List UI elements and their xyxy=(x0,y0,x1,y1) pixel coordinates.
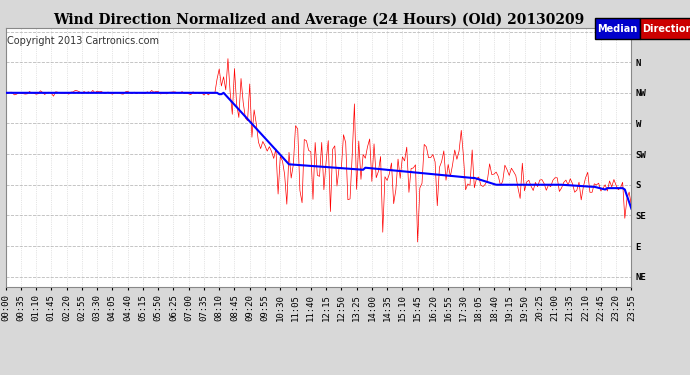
Text: Median: Median xyxy=(598,24,638,34)
Text: Direction: Direction xyxy=(642,24,690,34)
Title: Wind Direction Normalized and Average (24 Hours) (Old) 20130209: Wind Direction Normalized and Average (2… xyxy=(53,13,584,27)
Text: Copyright 2013 Cartronics.com: Copyright 2013 Cartronics.com xyxy=(7,36,159,46)
